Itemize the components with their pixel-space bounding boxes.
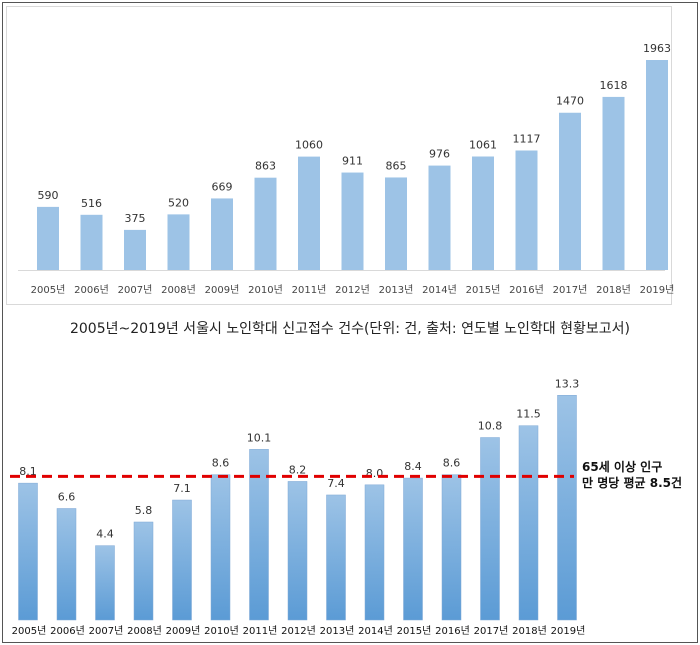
chart1-bar [646, 60, 668, 270]
chart2-tick-label: 2017년 [474, 625, 509, 637]
chart1-abuse-reports: 590 2005년 516 2006년 375 2007년 520 2008년 669 2009년… [18, 42, 675, 296]
chart1-data-label: 976 [429, 148, 450, 161]
chart1-bar [80, 214, 103, 270]
chart1-data-label: 1060 [295, 139, 323, 152]
chart2-tick-label: 2007년 [89, 625, 124, 637]
chart1-data-label: 1470 [556, 95, 584, 108]
chart2-data-label: 13.3 [555, 377, 580, 390]
chart2-tick-label: 2012년 [281, 625, 316, 637]
chart1-bar [515, 150, 538, 270]
chart2-data-label: 8.4 [404, 460, 422, 473]
chart2-bar [133, 521, 154, 621]
chart2-tick-label: 2009년 [166, 625, 201, 637]
chart2-data-label: 4.4 [96, 528, 114, 541]
chart2-bar [210, 474, 231, 621]
chart1-data-label: 1618 [600, 79, 628, 92]
chart2-data-label: 10.1 [247, 431, 272, 444]
chart1-data-label: 1117 [513, 133, 541, 146]
chart1-tick-label: 2013년 [379, 284, 414, 296]
chart1-data-label: 669 [212, 180, 233, 193]
chart2-data-label: 7.4 [327, 477, 345, 490]
chart1-tick-label: 2006년 [74, 284, 109, 296]
chart1-bar [472, 156, 494, 270]
chart1-caption: 2005년~2019년 서울시 노인학대 신고접수 건수(단위: 건, 출처: … [69, 321, 630, 337]
chart1-data-label: 911 [342, 155, 363, 168]
chart2-data-label: 7.1 [173, 482, 191, 495]
chart1-tick-label: 2012년 [335, 284, 370, 296]
chart2-bar [95, 545, 115, 621]
chart1-tick-label: 2019년 [640, 284, 675, 296]
chart1-bar [124, 229, 146, 270]
chart2-bar [557, 395, 577, 621]
chart2-bar [18, 482, 38, 621]
chart2-tick-label: 2015년 [397, 625, 432, 637]
chart1-data-label: 516 [81, 197, 102, 210]
chart1-tick-label: 2011년 [292, 284, 327, 296]
chart2-data-label: 8.2 [289, 463, 307, 476]
chart1-bar [602, 96, 625, 271]
chart2-bar [287, 481, 308, 621]
chart2-tick-label: 2008년 [127, 625, 162, 637]
chart2-bar [56, 508, 77, 621]
reference-label-line2: 만 명당 평균 8.5건 [582, 476, 683, 490]
chart2-bar [249, 449, 269, 621]
chart2-tick-label: 2010년 [204, 625, 239, 637]
chart1-data-label: 590 [38, 189, 59, 202]
chart1-bar [428, 165, 451, 270]
chart1-tick-label: 2018년 [596, 284, 631, 296]
reference-label-line1: 65세 이상 인구 [582, 460, 663, 474]
chart1-bar [167, 214, 190, 270]
chart1-bar [37, 206, 59, 270]
chart2-tick-label: 2006년 [50, 625, 85, 637]
chart2-tick-label: 2019년 [551, 625, 586, 637]
chart2-bar [172, 499, 192, 621]
chart2-tick-label: 2014년 [358, 625, 393, 637]
chart2-bar [441, 474, 462, 621]
chart2-data-label: 10.8 [478, 420, 503, 433]
chart2-tick-label: 2011년 [243, 625, 278, 637]
chart1-tick-label: 2015년 [466, 284, 501, 296]
chart2-data-label: 11.5 [516, 408, 541, 421]
chart1-tick-label: 2005년 [31, 284, 66, 296]
chart2-bar [403, 477, 423, 621]
chart1-tick-label: 2010년 [248, 284, 283, 296]
chart1-data-label: 1061 [469, 138, 497, 151]
chart2-bar [480, 437, 500, 621]
chart2-data-label: 6.6 [58, 490, 76, 503]
chart2-tick-label: 2016년 [435, 625, 470, 637]
chart1-tick-label: 2016년 [509, 284, 544, 296]
chart1-bar [559, 112, 581, 270]
chart2-data-label: 8.6 [212, 457, 230, 470]
chart1-tick-label: 2009년 [205, 284, 240, 296]
chart1-bar [211, 198, 233, 270]
chart2-data-label: 8.6 [443, 457, 461, 470]
chart1-bar [385, 177, 407, 270]
chart2-tick-label: 2005년 [12, 625, 47, 637]
chart1-tick-label: 2014년 [422, 284, 457, 296]
chart1-tick-label: 2008년 [161, 284, 196, 296]
chart1-bar [341, 172, 364, 270]
chart2-data-label: 5.8 [135, 504, 153, 517]
chart1-bar [254, 177, 277, 270]
chart1-data-label: 863 [255, 160, 276, 173]
chart1-bar [298, 156, 320, 270]
chart1-data-label: 865 [386, 159, 407, 172]
chart1-tick-label: 2017년 [553, 284, 588, 296]
chart2-tick-label: 2013년 [320, 625, 355, 637]
chart2-bar [364, 484, 385, 621]
chart2-bar [518, 425, 539, 621]
chart2-bar [326, 494, 346, 621]
chart1-tick-label: 2007년 [118, 284, 153, 296]
chart1-data-label: 375 [125, 212, 146, 225]
chart1-data-label: 1963 [643, 42, 671, 55]
chart2-tick-label: 2018년 [512, 625, 547, 637]
chart1-data-label: 520 [168, 196, 189, 209]
